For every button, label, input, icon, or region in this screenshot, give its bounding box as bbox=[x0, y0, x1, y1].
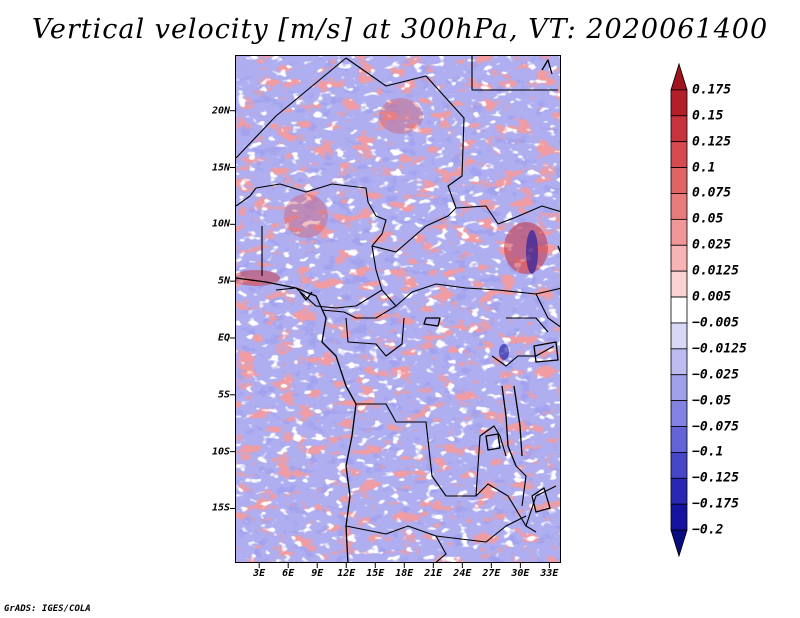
colorbar-label: −0.075 bbox=[692, 419, 739, 435]
lon-tick-label: 33E bbox=[540, 568, 559, 579]
lon-tick-label: 18E bbox=[395, 568, 414, 579]
lon-tick-label: 27E bbox=[482, 568, 501, 579]
colorbar-segment bbox=[670, 503, 688, 531]
colorbar-segment bbox=[670, 400, 688, 427]
colorbar-segment bbox=[670, 529, 688, 558]
colorbar-segment bbox=[670, 141, 688, 168]
colorbar-label: 0.025 bbox=[692, 237, 732, 253]
colorbar-segment bbox=[670, 477, 688, 505]
colorbar-segment bbox=[670, 218, 688, 246]
colorbar-label: 0.05 bbox=[692, 211, 724, 227]
colorbar-label: 0.1 bbox=[692, 160, 716, 176]
colorbar-label: 0.175 bbox=[692, 82, 732, 98]
colorbar-label: 0.005 bbox=[692, 289, 732, 305]
colorbar-label: −0.2 bbox=[692, 522, 724, 538]
lat-tick-label: 20N bbox=[211, 105, 230, 117]
colorbar-label: −0.005 bbox=[692, 315, 739, 331]
lon-tick-label: 9E bbox=[311, 568, 324, 579]
lat-tick-label: 5N bbox=[217, 275, 230, 287]
colorbar-segment bbox=[670, 322, 688, 350]
colorbar-label: −0.175 bbox=[692, 496, 739, 512]
lat-tick-label: 15N bbox=[211, 162, 230, 173]
colorbar-segment bbox=[670, 115, 688, 143]
lon-tick-label: 3E bbox=[253, 568, 266, 579]
colorbar-segment bbox=[670, 270, 688, 298]
lon-tick-label: 15E bbox=[366, 568, 385, 579]
lat-tick-label: 15S bbox=[211, 502, 230, 514]
colorbar-label: −0.025 bbox=[692, 367, 739, 383]
colorbar-label: −0.05 bbox=[692, 393, 732, 409]
lat-tick-label: 10N bbox=[211, 218, 230, 230]
colorbar-segment bbox=[670, 296, 688, 324]
vertical-velocity-field bbox=[236, 56, 560, 562]
lon-tick-label: 24E bbox=[453, 568, 472, 579]
colorbar-segment bbox=[670, 244, 688, 272]
lon-tick-label: 30E bbox=[511, 568, 530, 579]
colorbar-label: 0.15 bbox=[692, 108, 724, 124]
plot-title: Vertical velocity [m/s] at 300hPa, VT: 2… bbox=[31, 14, 769, 45]
lat-tick-label: EQ bbox=[217, 332, 230, 344]
colorbar-label: −0.125 bbox=[692, 470, 739, 486]
colorbar-segment bbox=[670, 452, 688, 479]
grads-credit: GrADS: IGES/COLA bbox=[4, 604, 91, 614]
colorbar-segment bbox=[670, 89, 688, 117]
map-panel bbox=[235, 55, 561, 563]
colorbar-label: −0.1 bbox=[692, 444, 724, 460]
colorbar-segment bbox=[670, 193, 688, 220]
colorbar-label: 0.125 bbox=[692, 134, 732, 150]
lon-tick-label: 6E bbox=[282, 568, 295, 579]
colorbar-label: 0.075 bbox=[692, 185, 732, 201]
colorbar bbox=[670, 62, 688, 558]
lon-tick-label: 21E bbox=[424, 568, 443, 579]
lat-tick-label: 10S bbox=[211, 446, 230, 458]
colorbar-label: −0.0125 bbox=[692, 341, 747, 357]
colorbar-segment bbox=[670, 426, 688, 453]
colorbar-label: 0.0125 bbox=[692, 263, 739, 279]
coastlines bbox=[236, 59, 560, 562]
colorbar-segment bbox=[670, 62, 688, 91]
colorbar-segment bbox=[670, 374, 688, 402]
colorbar-segment bbox=[670, 167, 688, 194]
lat-tick-label: 5S bbox=[217, 389, 230, 401]
country-borders bbox=[236, 56, 560, 562]
lon-tick-label: 12E bbox=[337, 568, 356, 579]
colorbar-segment bbox=[670, 348, 688, 376]
